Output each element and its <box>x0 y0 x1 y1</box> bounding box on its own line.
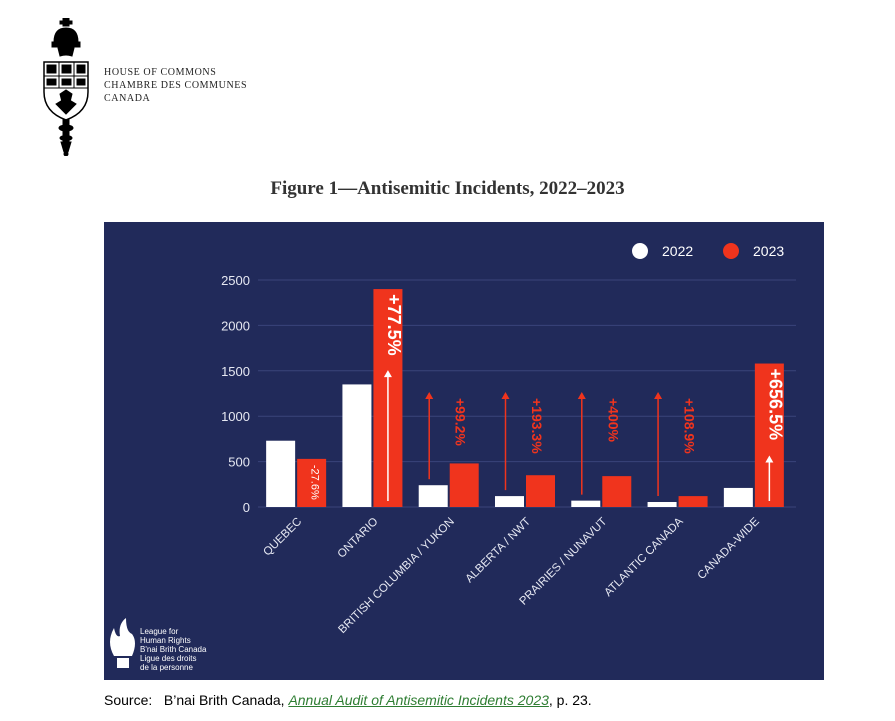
y-tick-label: 500 <box>228 455 250 470</box>
bar-2023 <box>449 463 479 507</box>
change-annotation: +656.5% <box>765 369 785 441</box>
chart-background <box>104 222 824 680</box>
y-tick-label: 2500 <box>221 273 250 288</box>
bar-2023 <box>602 476 632 507</box>
flame-icon <box>110 618 135 656</box>
org-line: HOUSE OF COMMONS <box>104 67 217 78</box>
change-annotation: +77.5% <box>384 294 404 356</box>
arrowhead <box>501 392 510 399</box>
logo-text-line: League for <box>140 627 179 636</box>
logo-text-line: Ligue des droits <box>140 654 196 663</box>
arrowhead <box>654 392 663 399</box>
logo-text-line: de la personne <box>140 663 193 672</box>
bar-2022 <box>342 384 372 507</box>
arrowhead <box>383 370 392 378</box>
bar-2022 <box>495 496 524 507</box>
legend-label: 2023 <box>753 243 784 259</box>
organization-name: HOUSE OF COMMONS CHAMBRE DES COMMUNES CA… <box>104 66 247 105</box>
y-tick-label: 1000 <box>221 409 250 424</box>
flame-base <box>117 658 129 668</box>
arrowhead <box>577 392 586 399</box>
source-link[interactable]: Annual Audit of Antisemitic Incidents 20… <box>288 692 549 708</box>
logo-text-line: B'nai Brith Canada <box>140 645 207 654</box>
change-annotation: +400% <box>605 398 621 443</box>
change-annotation: +99.2% <box>453 398 469 446</box>
org-line: CANADA <box>104 93 151 104</box>
bars-layer <box>266 289 784 507</box>
annotations-layer: -27.6% +77.5% +99.2% +193.3% +400% +108.9% +65… <box>309 294 785 501</box>
house-of-commons-crest-logo <box>43 18 89 156</box>
change-annotation: -27.6% <box>309 465 321 500</box>
bar-2023 <box>526 475 555 507</box>
source-prefix: Source: B’nai Brith Canada, <box>104 692 289 708</box>
logo-text-line: Human Rights <box>140 636 191 645</box>
source-suffix: , p. 23. <box>548 692 592 708</box>
y-tick-label: 0 <box>243 500 250 515</box>
org-line: CHAMBRE DES COMMUNES <box>104 80 248 91</box>
bar-2022 <box>723 487 753 507</box>
y-axis-ticks: 0 500 1000 1500 2000 2500 <box>221 273 250 515</box>
figure-title: Figure 1—Antisemitic Incidents, 2022–202… <box>270 178 625 199</box>
bar-2022 <box>418 485 448 507</box>
bar-2023 <box>678 496 708 507</box>
change-annotation: +108.9% <box>682 398 698 454</box>
legend-swatch <box>723 243 739 259</box>
bar-2022 <box>266 440 296 507</box>
bar-2023 <box>297 458 327 507</box>
legend-label: 2022 <box>662 243 693 259</box>
change-annotation: +193.3% <box>529 398 545 454</box>
y-tick-label: 1500 <box>221 364 250 379</box>
legend: 2022 2023 <box>632 243 784 259</box>
arrowhead <box>765 455 774 463</box>
source-citation: Source: B’nai Brith Canada, Annual Audit… <box>104 692 592 708</box>
bar-2022 <box>571 500 601 507</box>
bar-chart: 0 500 1000 1500 2000 2500 -27.6% +77.5% +99.2% +… <box>104 222 824 680</box>
legend-swatch <box>632 243 648 259</box>
y-tick-label: 2000 <box>221 318 250 333</box>
arrowhead <box>425 392 434 399</box>
bar-2022 <box>647 502 677 507</box>
